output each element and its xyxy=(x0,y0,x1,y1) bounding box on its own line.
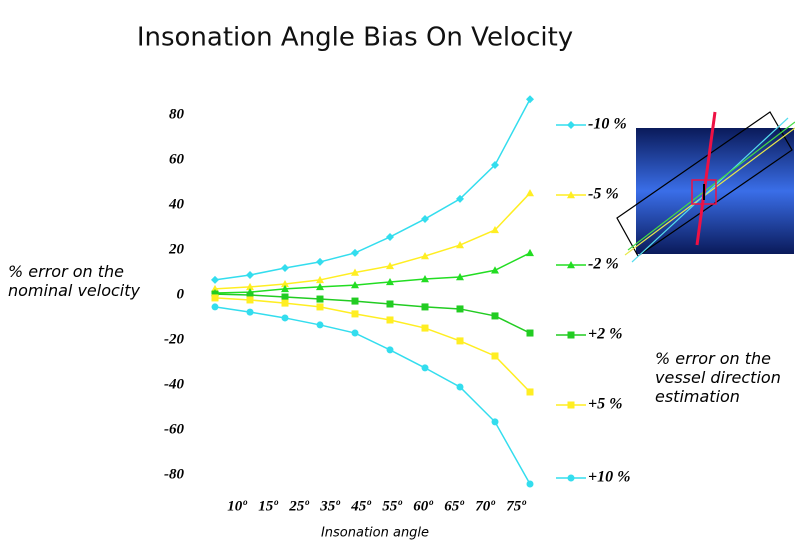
y-tick-label: -80 xyxy=(164,466,184,482)
point xyxy=(568,332,575,339)
point xyxy=(568,475,575,482)
series-line xyxy=(215,99,530,280)
annotation: % error on the vessel direction estimati… xyxy=(655,349,795,406)
point xyxy=(527,388,534,395)
point xyxy=(387,346,394,353)
chart-title: Insonation Angle Bias On Velocity xyxy=(137,23,573,53)
point xyxy=(247,309,254,316)
point xyxy=(527,481,534,488)
series-line xyxy=(215,298,530,392)
point xyxy=(317,321,324,328)
point xyxy=(212,294,219,301)
x-tick-label: 75º xyxy=(506,498,526,514)
point xyxy=(457,384,464,391)
point xyxy=(246,271,254,279)
point xyxy=(457,337,464,344)
point xyxy=(387,316,394,323)
point xyxy=(212,303,219,310)
y-tick-label: 0 xyxy=(177,286,185,302)
x-tick-label: 25º xyxy=(288,498,309,514)
point xyxy=(526,249,534,256)
legend-label: +10 % xyxy=(588,469,630,486)
point xyxy=(352,330,359,337)
vessel-illustration xyxy=(617,112,795,262)
point xyxy=(568,402,575,409)
point xyxy=(317,303,324,310)
x-tick-label: 15º xyxy=(258,498,278,514)
y-tick-label: 40 xyxy=(168,196,185,212)
point xyxy=(281,264,289,272)
point xyxy=(316,258,324,266)
point xyxy=(351,249,359,257)
x-tick-label: 55º xyxy=(382,498,402,514)
point xyxy=(282,314,289,321)
y-axis-label: % error on the nominal velocity xyxy=(8,262,146,300)
point xyxy=(282,294,289,301)
point xyxy=(567,121,575,129)
point xyxy=(422,364,429,371)
point xyxy=(352,310,359,317)
point xyxy=(421,215,429,223)
x-tick-label: 45º xyxy=(350,498,371,514)
y-tick-label: -20 xyxy=(164,331,184,347)
y-tick-label: 60 xyxy=(169,151,185,167)
series-line xyxy=(215,193,530,289)
point xyxy=(422,325,429,332)
point xyxy=(526,189,534,196)
x-tick-label: 60º xyxy=(413,498,433,514)
x-tick-label: 65º xyxy=(444,498,464,514)
legend-label: +5 % xyxy=(588,396,622,413)
point xyxy=(492,352,499,359)
legend-label: -5 % xyxy=(588,186,619,203)
x-tick-label: 35º xyxy=(319,498,340,514)
legend-label: +2 % xyxy=(588,326,622,343)
series-line xyxy=(215,307,530,484)
y-tick-label: -60 xyxy=(164,421,184,437)
y-tick-label: 20 xyxy=(168,241,185,257)
point xyxy=(492,312,499,319)
point xyxy=(352,298,359,305)
x-tick-label: 10º xyxy=(227,498,247,514)
x-tick-label: 70º xyxy=(475,498,495,514)
point xyxy=(317,296,324,303)
page: {"chart_data": {"type": "line", "title":… xyxy=(0,0,795,548)
point xyxy=(386,233,394,241)
point xyxy=(247,296,254,303)
point xyxy=(282,300,289,307)
y-tick-label: -40 xyxy=(164,376,184,392)
legend-label: -2 % xyxy=(588,256,619,273)
point xyxy=(491,266,499,273)
legend-label: -10 % xyxy=(588,116,627,133)
x-axis-label: Insonation angle xyxy=(321,526,429,541)
point xyxy=(457,305,464,312)
point xyxy=(387,301,394,308)
point xyxy=(526,95,534,103)
point xyxy=(527,330,534,337)
point xyxy=(211,276,219,284)
point xyxy=(492,418,499,425)
point xyxy=(422,303,429,310)
y-tick-label: 80 xyxy=(169,106,185,122)
